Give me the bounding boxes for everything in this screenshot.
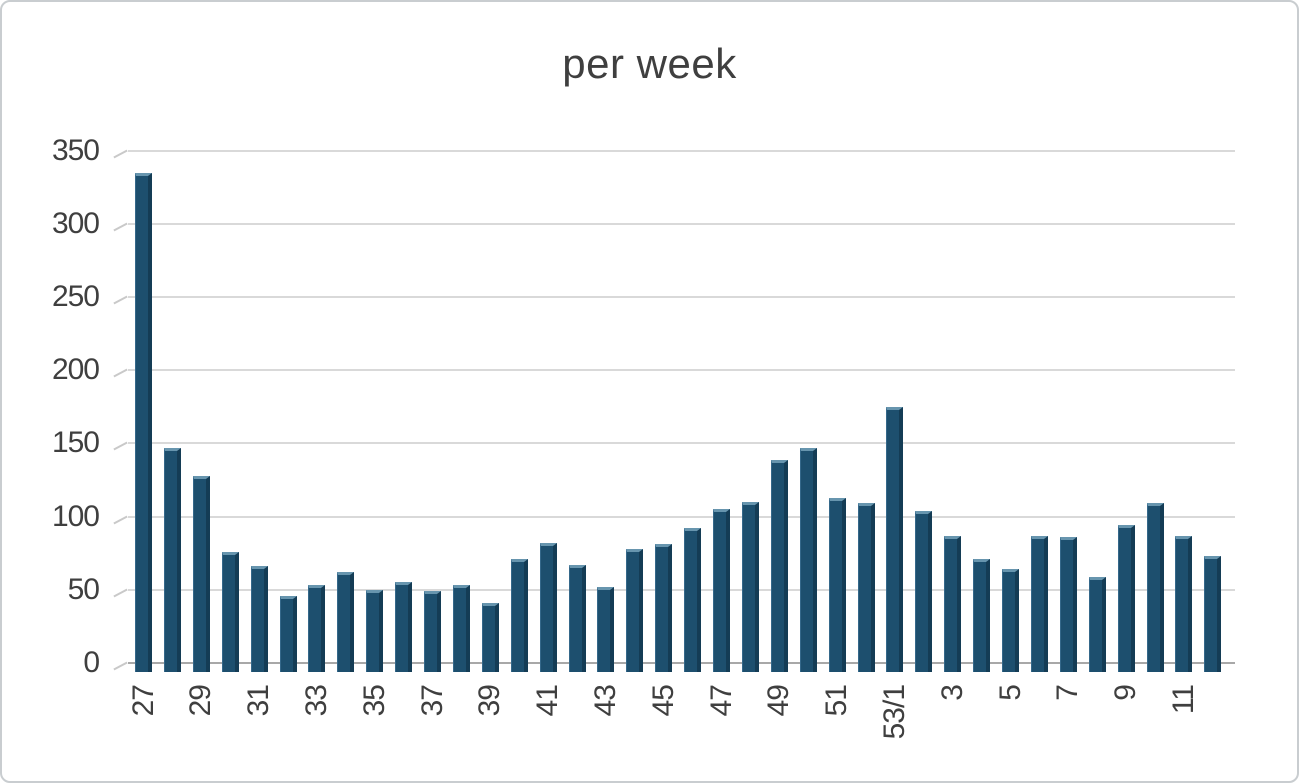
x-axis-label-37: 37	[415, 685, 449, 717]
bar-week-47	[713, 509, 730, 672]
bar-week-43	[597, 586, 615, 672]
bar-week-8	[1088, 576, 1106, 672]
bar-week-38	[452, 585, 470, 672]
x-axis-label-33: 33	[299, 685, 333, 717]
x-axis-label-43: 43	[588, 685, 622, 717]
bar-week-31	[250, 566, 268, 672]
y-axis-label-50: 50	[67, 572, 100, 606]
bar-week-42	[568, 564, 586, 672]
gridline-350	[128, 149, 1235, 152]
bar-week-5	[1002, 569, 1019, 672]
bar-week-2	[915, 510, 933, 672]
y-axis-label-100: 100	[51, 499, 100, 533]
x-axis-label-45: 45	[646, 685, 680, 717]
x-axis-label-35: 35	[357, 685, 391, 717]
bar-week-4	[973, 559, 991, 672]
x-axis-label-41: 41	[531, 685, 565, 717]
gridline-150	[128, 442, 1235, 445]
x-axis-label-39: 39	[473, 685, 507, 717]
y-axis-label-300: 300	[51, 206, 100, 240]
gridline-300	[128, 222, 1235, 225]
y-axis-label-150: 150	[51, 426, 100, 460]
bar-week-3	[944, 535, 962, 672]
gridline-100	[128, 515, 1235, 518]
gridline-250	[128, 296, 1235, 298]
y-axis-label-0: 0	[83, 646, 100, 679]
x-axis-label-49: 49	[762, 685, 796, 717]
x-axis-label-27: 27	[126, 685, 160, 717]
x-axis-label-31: 31	[242, 685, 276, 717]
bar-week-51	[828, 497, 846, 672]
bar-week-34	[337, 572, 355, 672]
bar-week-29	[192, 475, 210, 672]
axis-depth-tick	[113, 515, 128, 524]
bar-week-48	[741, 501, 759, 672]
bar-week-33	[308, 585, 326, 672]
x-axis-label-7: 7	[1051, 685, 1085, 701]
bar-week-49	[770, 459, 788, 672]
bar-week-12	[1204, 556, 1222, 672]
bar-week-40	[510, 559, 528, 672]
bar-week-53/1	[886, 406, 904, 672]
bar-week-10	[1146, 503, 1164, 672]
chart-title: per week	[562, 40, 737, 87]
axis-depth-tick	[113, 441, 128, 451]
bar-week-52	[857, 503, 875, 672]
y-axis-label-200: 200	[51, 353, 100, 387]
x-axis-label-29: 29	[184, 685, 218, 717]
axis-depth-tick	[113, 149, 128, 158]
gridline-50	[128, 588, 1235, 591]
x-axis-label-9: 9	[1109, 685, 1143, 701]
axis-depth-tick	[113, 222, 128, 232]
bar-week-41	[539, 542, 557, 672]
y-axis-label-250: 250	[51, 280, 100, 313]
bar-week-35	[366, 589, 384, 672]
x-axis-label-53/1: 53/1	[877, 685, 911, 740]
bar-week-50	[799, 447, 817, 672]
bar-week-6	[1030, 535, 1048, 672]
axis-depth-tick	[113, 661, 128, 671]
bar-week-45	[655, 544, 673, 672]
x-axis-label-3: 3	[935, 685, 969, 701]
x-axis-label-5: 5	[993, 685, 1027, 701]
x-axis-line	[128, 662, 1235, 664]
bar-week-32	[279, 595, 297, 672]
x-axis-label-11: 11	[1166, 685, 1200, 715]
bar-week-11	[1175, 535, 1193, 672]
bar-week-44	[626, 548, 644, 672]
y-axis-label-350: 350	[51, 133, 100, 167]
bar-week-30	[221, 551, 239, 672]
axis-depth-tick	[113, 588, 128, 598]
axis-depth-tick	[113, 368, 128, 378]
bar-week-36	[395, 582, 413, 672]
bar-week-9	[1117, 525, 1135, 672]
gridline-200	[128, 369, 1235, 372]
bar-week-27	[135, 172, 152, 672]
axis-depth-tick	[113, 295, 128, 305]
bar-week-7	[1059, 537, 1077, 672]
bar-week-28	[163, 447, 181, 672]
bar-week-39	[481, 602, 499, 672]
bar-week-37	[424, 591, 441, 672]
x-axis-label-51: 51	[820, 685, 854, 717]
x-axis-label-47: 47	[704, 685, 738, 717]
bar-week-46	[684, 528, 702, 672]
